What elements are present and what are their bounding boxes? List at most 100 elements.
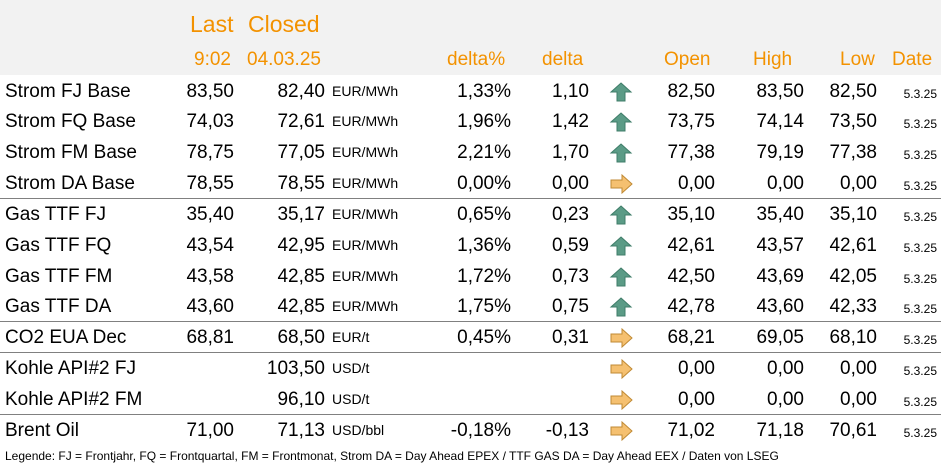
cell-delta-pct <box>431 384 511 414</box>
cell-open: 68,21 <box>667 327 715 348</box>
cell-delta-pct: 1,96% <box>457 111 511 132</box>
cell-high: 74,14 <box>756 111 804 132</box>
cell-low: 82,50 <box>829 81 877 102</box>
cell-name: CO2 EUA Dec <box>5 327 127 348</box>
cell-closed: 82,40 <box>277 81 325 102</box>
cell-unit: EUR/MWh <box>332 113 399 129</box>
cell-unit: EUR/MWh <box>332 175 399 191</box>
cell-open: 42,61 <box>667 235 715 256</box>
cell-closed: 42,95 <box>277 235 325 256</box>
cell-closed: 77,05 <box>277 142 325 163</box>
cell-date: 5.3.25 <box>903 117 937 131</box>
arrow-up-icon <box>609 297 633 317</box>
cell-high: 79,19 <box>756 142 804 163</box>
table-row: Gas TTF FQ 43,54 42,95 EUR/MWh 1,36% 0,59 42,6… <box>0 230 941 260</box>
cell-last <box>164 353 234 383</box>
cell-delta: 0,59 <box>552 235 589 256</box>
table-row: CO2 EUA Dec 68,81 68,50 EUR/t 0,45% 0,31 68,21… <box>0 322 941 352</box>
cell-low: 42,05 <box>829 266 877 287</box>
group-separator-oil <box>0 414 941 415</box>
cell-open: 0,00 <box>678 389 715 410</box>
cell-delta-pct: 1,36% <box>457 235 511 256</box>
cell-name: Strom DA Base <box>5 173 135 194</box>
table-row: Strom FQ Base 74,03 72,61 EUR/MWh 1,96% 1,42 7… <box>0 106 941 136</box>
arrow-up-icon <box>609 267 633 287</box>
cell-date: 5.3.25 <box>903 148 937 162</box>
cell-high: 71,18 <box>756 420 804 441</box>
cell-delta <box>519 384 589 414</box>
cell-date: 5.3.25 <box>903 364 937 378</box>
cell-date: 5.3.25 <box>903 302 937 316</box>
cell-open: 0,00 <box>678 358 715 379</box>
cell-delta-pct: 0,65% <box>457 204 511 225</box>
arrow-right-icon <box>609 173 633 195</box>
cell-name: Kohle API#2 FJ <box>5 358 136 379</box>
cell-unit: EUR/MWh <box>332 144 399 160</box>
cell-last: 68,81 <box>186 327 234 348</box>
cell-high: 43,57 <box>756 235 804 256</box>
cell-last: 43,58 <box>186 266 234 287</box>
cell-unit: USD/t <box>332 391 370 407</box>
header-open: Open <box>664 49 711 70</box>
arrow-right-icon <box>609 327 633 349</box>
cell-low: 0,00 <box>840 389 877 410</box>
cell-closed: 71,13 <box>277 420 325 441</box>
cell-delta-pct: -0,18% <box>450 420 511 441</box>
cell-unit: EUR/MWh <box>332 237 399 253</box>
arrow-up-icon <box>609 205 633 225</box>
cell-low: 73,50 <box>829 111 877 132</box>
cell-last <box>164 384 234 414</box>
cell-delta-pct: 1,75% <box>457 296 511 317</box>
cell-delta-pct: 1,33% <box>457 81 511 102</box>
table-row: Kohle API#2 FJ 103,50 USD/t 0,00 0,00 0,00 5.3… <box>0 353 941 383</box>
cell-low: 0,00 <box>840 173 877 194</box>
cell-date: 5.3.25 <box>903 333 937 347</box>
table-row: Kohle API#2 FM 96,10 USD/t 0,00 0,00 0,00 5.3.… <box>0 384 941 414</box>
cell-open: 0,00 <box>678 173 715 194</box>
cell-low: 77,38 <box>829 142 877 163</box>
cell-closed: 78,55 <box>277 173 325 194</box>
cell-high: 0,00 <box>767 389 804 410</box>
arrow-right-icon <box>609 358 633 380</box>
cell-low: 42,33 <box>829 296 877 317</box>
cell-last: 78,75 <box>186 142 234 163</box>
cell-name: Brent Oil <box>5 420 79 441</box>
cell-unit: USD/bbl <box>332 422 385 438</box>
cell-delta-pct: 0,00% <box>457 173 511 194</box>
cell-delta: 0,00 <box>552 173 589 194</box>
cell-unit: EUR/MWh <box>332 298 399 314</box>
header-last-time: 9:02 <box>194 49 231 70</box>
header-delta: delta <box>542 49 584 70</box>
cell-high: 43,69 <box>756 266 804 287</box>
table-row: Gas TTF FM 43,58 42,85 EUR/MWh 1,72% 0,73 42,5… <box>0 261 941 291</box>
cell-name: Gas TTF FM <box>5 266 113 287</box>
header-closed-label: Closed <box>248 11 320 37</box>
cell-name: Strom FJ Base <box>5 81 131 102</box>
cell-delta-pct: 0,45% <box>457 327 511 348</box>
cell-high: 35,40 <box>756 204 804 225</box>
cell-name: Gas TTF FQ <box>5 235 112 256</box>
table-row: Strom FJ Base 83,50 82,40 EUR/MWh 1,33% 1,10 8… <box>0 76 941 106</box>
cell-last: 74,03 <box>186 111 234 132</box>
group-separator-gas <box>0 198 941 199</box>
table-row: Gas TTF FJ 35,40 35,17 EUR/MWh 0,65% 0,23 35,1… <box>0 199 941 229</box>
cell-name: Strom FM Base <box>5 142 137 163</box>
cell-closed: 103,50 <box>266 358 325 379</box>
cell-date: 5.3.25 <box>903 272 937 286</box>
arrow-up-icon <box>609 236 633 256</box>
cell-open: 82,50 <box>667 81 715 102</box>
cell-delta: 0,73 <box>552 266 589 287</box>
table-row: Strom FM Base 78,75 77,05 EUR/MWh 2,21% 1,70 7… <box>0 137 941 167</box>
cell-delta: -0,13 <box>545 420 589 441</box>
cell-delta: 0,31 <box>552 327 589 348</box>
cell-delta: 0,75 <box>552 296 589 317</box>
cell-closed: 96,10 <box>277 389 325 410</box>
cell-delta-pct <box>431 353 511 383</box>
cell-open: 42,50 <box>667 266 715 287</box>
cell-name: Gas TTF DA <box>5 296 112 317</box>
group-separator-coal <box>0 352 941 353</box>
header-low: Low <box>840 49 875 70</box>
cell-low: 68,10 <box>829 327 877 348</box>
cell-last: 43,54 <box>186 235 234 256</box>
cell-delta-pct: 2,21% <box>457 142 511 163</box>
